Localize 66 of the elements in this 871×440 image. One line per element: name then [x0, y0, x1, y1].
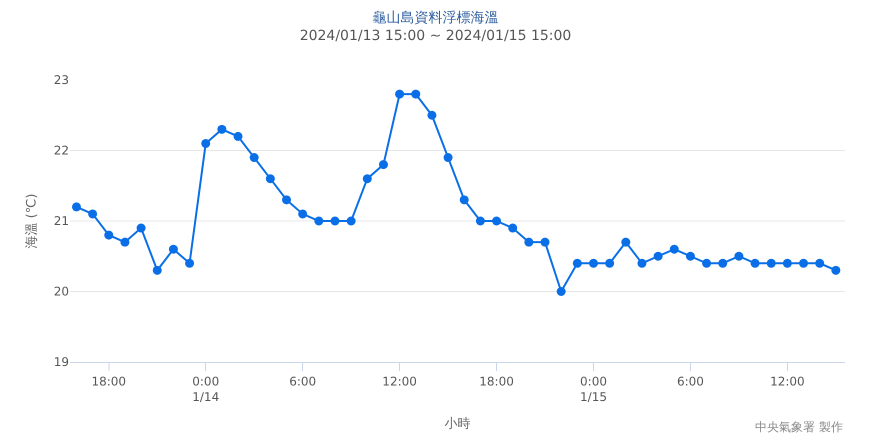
x-tick-label: 0:00 1/14 [192, 374, 220, 404]
x-tick-label: 6:00 [289, 374, 316, 388]
point [572, 258, 582, 268]
point [152, 266, 162, 275]
point [750, 258, 760, 268]
point [201, 138, 210, 148]
point [782, 258, 792, 268]
y-tick-label: 20 [54, 284, 69, 299]
point [686, 252, 695, 261]
point [250, 153, 259, 162]
x-tick-label: 18:00 [91, 374, 126, 388]
x-tick-label: 0:00 1/15 [580, 374, 607, 404]
point [588, 258, 598, 268]
point [378, 160, 388, 170]
point [524, 238, 534, 247]
point [702, 258, 712, 268]
point [362, 174, 372, 184]
y-axis-title: 海溫 (℃) [24, 194, 40, 248]
point [815, 258, 824, 268]
point [88, 209, 98, 218]
point [605, 258, 614, 268]
x-axis-title: 小時 [444, 416, 470, 432]
point [621, 238, 630, 247]
point [799, 258, 808, 268]
point [460, 195, 469, 204]
x-tick-label: 18:00 [479, 374, 514, 388]
y-tick-label: 22 [54, 144, 69, 158]
point [298, 209, 308, 218]
point [492, 216, 502, 226]
x-tick-label: 12:00 [770, 374, 805, 388]
point [120, 238, 130, 247]
point [654, 252, 663, 261]
point [637, 258, 646, 268]
x-tick-label: 12:00 [382, 374, 417, 388]
point [136, 224, 146, 233]
point [266, 174, 275, 184]
chart-subtitle: 2024/01/13 15:00 ~ 2024/01/15 15:00 [300, 28, 572, 44]
point [718, 258, 728, 268]
text: 中央氣象署 製作 [755, 420, 843, 434]
point [411, 90, 420, 99]
x-tick-label: 6:00 [676, 374, 704, 388]
y-tick-label: 23 [54, 73, 69, 88]
y-tick-label: 21 [54, 214, 69, 228]
point [282, 195, 291, 204]
point [217, 124, 226, 134]
point [444, 153, 453, 162]
point [427, 110, 436, 120]
point [831, 266, 840, 275]
point [766, 258, 776, 268]
point [670, 244, 679, 254]
chart-title: 龜山島資料浮標海溫 [372, 10, 498, 26]
point [168, 244, 178, 254]
point [734, 252, 744, 261]
point [314, 216, 324, 226]
point [508, 224, 518, 233]
point [104, 230, 114, 240]
point [540, 238, 550, 247]
point [346, 216, 356, 226]
point [330, 216, 340, 226]
point [556, 287, 566, 296]
y-tick-label: 19 [54, 355, 69, 370]
point [72, 202, 81, 212]
point [395, 90, 404, 99]
point [234, 132, 243, 141]
point [476, 216, 485, 226]
point [185, 258, 194, 268]
